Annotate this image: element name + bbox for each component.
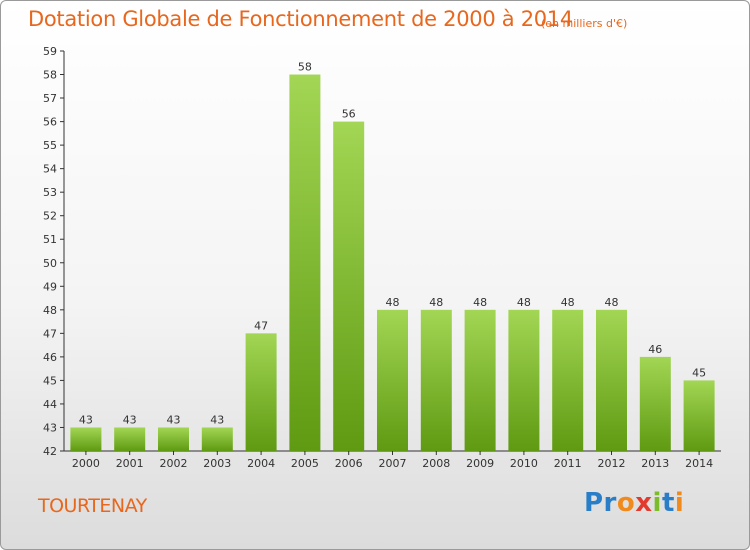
x-tick-label: 2001 [116, 457, 144, 470]
bar [639, 356, 671, 451]
bar [420, 309, 452, 451]
bar [552, 309, 584, 451]
data-label: 48 [429, 296, 443, 309]
y-tick-label: 56 [43, 116, 57, 129]
y-tick-label: 51 [43, 233, 57, 246]
y-tick-label: 49 [43, 280, 57, 293]
x-tick-label: 2005 [291, 457, 319, 470]
x-tick-label: 2012 [598, 457, 626, 470]
proxiti-logo: Proxiti [584, 488, 685, 518]
y-tick-label: 45 [43, 374, 57, 387]
x-tick-label: 2013 [641, 457, 669, 470]
data-label: 48 [473, 296, 487, 309]
x-tick-label: 2009 [466, 457, 494, 470]
data-label: 48 [605, 296, 619, 309]
x-tick-label: 2002 [160, 457, 188, 470]
x-tick-label: 2010 [510, 457, 538, 470]
bar [464, 309, 496, 451]
bar [333, 121, 365, 452]
x-tick-label: 2004 [247, 457, 275, 470]
x-tick-label: 2000 [72, 457, 100, 470]
data-label: 43 [167, 413, 181, 426]
y-tick-label: 48 [43, 304, 57, 317]
data-label: 46 [648, 343, 662, 356]
data-label: 43 [210, 413, 224, 426]
x-tick-label: 2008 [422, 457, 450, 470]
y-tick-label: 50 [43, 257, 57, 270]
data-label: 58 [298, 61, 312, 74]
x-tick-label: 2006 [335, 457, 363, 470]
data-label: 48 [517, 296, 531, 309]
data-label: 43 [79, 413, 93, 426]
bar [245, 333, 277, 451]
y-tick-label: 55 [43, 139, 57, 152]
y-tick-label: 43 [43, 421, 57, 434]
y-tick-label: 52 [43, 210, 57, 223]
bar [377, 309, 408, 451]
x-tick-label: 2007 [379, 457, 407, 470]
data-label: 47 [254, 319, 268, 332]
y-tick-label: 46 [43, 351, 57, 364]
x-tick-label: 2011 [554, 457, 582, 470]
y-tick-label: 44 [43, 398, 57, 411]
bar [289, 74, 321, 451]
data-label: 48 [561, 296, 575, 309]
x-tick-label: 2003 [203, 457, 231, 470]
y-tick-label: 58 [43, 69, 57, 82]
town-name: TOURTENAY [38, 495, 147, 517]
bar [201, 427, 233, 451]
chart-subtitle: (en milliers d'€) [541, 17, 628, 30]
bar [70, 427, 102, 451]
bar [508, 309, 540, 451]
bar [114, 427, 146, 451]
data-label: 45 [692, 366, 706, 379]
y-tick-label: 47 [43, 327, 57, 340]
bar [683, 380, 715, 451]
y-tick-label: 53 [43, 186, 57, 199]
chart-title: Dotation Globale de Fonctionnement de 20… [28, 7, 573, 31]
x-tick-label: 2014 [685, 457, 713, 470]
bar [596, 309, 627, 451]
bar [158, 427, 189, 451]
y-tick-label: 42 [43, 445, 57, 458]
data-label: 43 [123, 413, 137, 426]
y-tick-label: 54 [43, 163, 57, 176]
data-label: 56 [342, 108, 356, 121]
y-tick-label: 59 [43, 45, 57, 58]
y-tick-label: 57 [43, 92, 57, 105]
data-label: 48 [386, 296, 400, 309]
